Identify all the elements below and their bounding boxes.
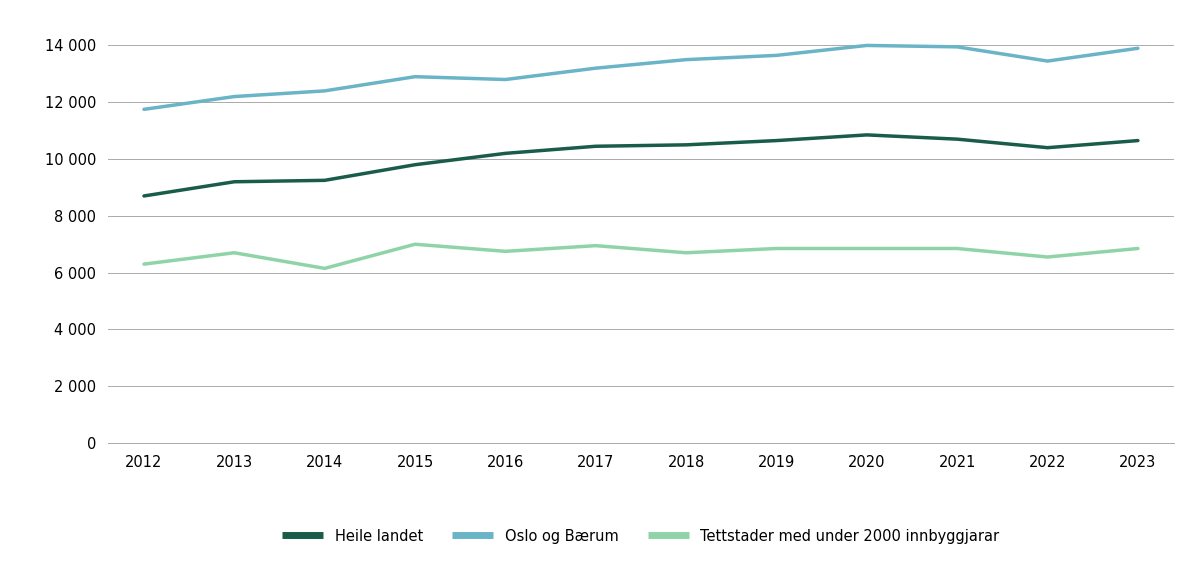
Legend: Heile landet, Oslo og Bærum, Tettstader med under 2000 innbyggjarar: Heile landet, Oslo og Bærum, Tettstader … [277, 523, 1005, 549]
